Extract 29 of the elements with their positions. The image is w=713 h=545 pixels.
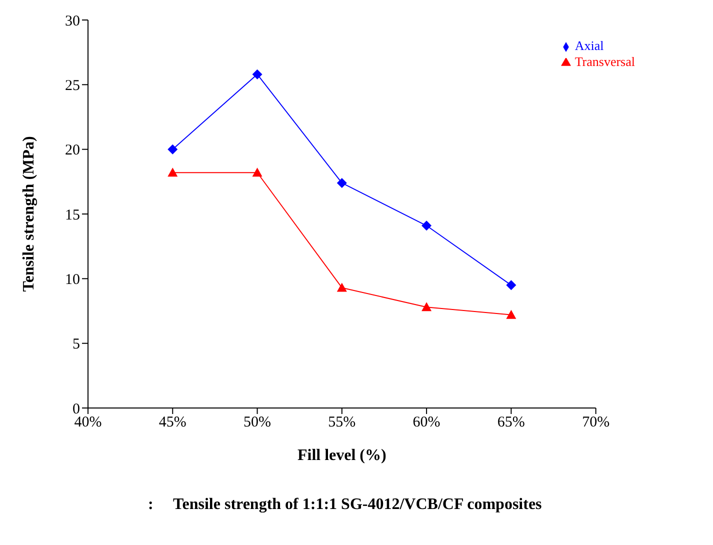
y-axis-title: Tensile strength (MPa) bbox=[20, 136, 38, 292]
point bbox=[506, 310, 516, 319]
x-axis-title: Fill level (%) bbox=[297, 447, 386, 464]
y-tick-label: 5 bbox=[72, 336, 80, 353]
x-tick-label: 65% bbox=[497, 414, 525, 431]
x-tick-label: 70% bbox=[582, 414, 610, 431]
y-tick-label: 20 bbox=[65, 142, 80, 159]
point bbox=[168, 168, 178, 177]
y-tick-label: 15 bbox=[65, 207, 80, 224]
y-tick-label: 30 bbox=[65, 13, 80, 30]
x-tick-label: 60% bbox=[412, 414, 440, 431]
point bbox=[422, 302, 432, 312]
point bbox=[336, 282, 347, 292]
point bbox=[252, 168, 262, 177]
y-tick-label: 10 bbox=[65, 272, 80, 288]
y-tick-label: 25 bbox=[65, 78, 80, 94]
x-tick-label: 45% bbox=[158, 414, 186, 431]
point bbox=[506, 280, 516, 290]
x-tick-label: 55% bbox=[328, 414, 356, 431]
x-tick-label: 40% bbox=[74, 414, 102, 431]
y-tick-label: 0 bbox=[72, 401, 80, 418]
point bbox=[336, 178, 347, 188]
point bbox=[422, 220, 432, 231]
point bbox=[252, 69, 262, 80]
text: : Tensile strength of 1:1:1 SG-4012/VCB/CF composites bbox=[148, 496, 543, 514]
point bbox=[168, 144, 178, 154]
legend-label: Transversal bbox=[574, 54, 635, 69]
legend-label: Axial bbox=[574, 38, 604, 53]
x-tick-label: 50% bbox=[244, 414, 272, 431]
